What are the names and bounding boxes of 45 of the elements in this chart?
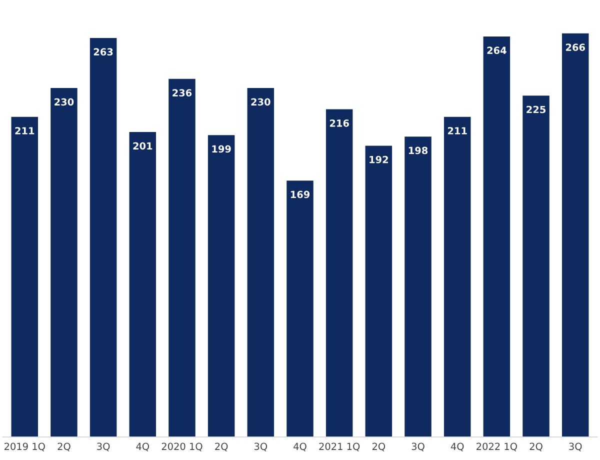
x-tick-label: 3Q <box>569 442 582 452</box>
bar <box>562 33 589 437</box>
x-tick-label: 3Q <box>412 442 424 452</box>
bar <box>483 36 510 437</box>
data-label: 266 <box>566 44 585 51</box>
data-label: 230 <box>54 98 74 106</box>
bar <box>50 88 78 437</box>
data-label: 216 <box>330 119 349 127</box>
data-label: 198 <box>408 146 428 154</box>
bar <box>208 135 235 437</box>
bar <box>444 116 471 437</box>
bar <box>11 116 38 437</box>
x-tick-label: 4Q <box>450 442 464 452</box>
data-label: 192 <box>370 156 388 164</box>
x-tick-label: 4Q <box>136 442 150 452</box>
data-label: 199 <box>212 145 231 153</box>
bar <box>247 88 274 437</box>
data-label: 169 <box>290 190 310 198</box>
x-tick-label: 2Q <box>58 442 70 452</box>
data-label: 211 <box>15 127 34 134</box>
bar <box>168 78 196 437</box>
x-tick-label: 2020 1Q <box>162 442 202 452</box>
bar <box>365 146 392 437</box>
bar <box>404 136 432 437</box>
x-tick-label: 2021 1Q <box>319 442 360 452</box>
bar <box>522 96 550 437</box>
data-label: 264 <box>487 46 506 54</box>
x-tick-label: 4Q <box>294 442 306 452</box>
x-tick-label: 2Q <box>215 442 228 452</box>
x-tick-label: 2019 1Q <box>4 442 45 452</box>
x-tick-label: 2Q <box>530 442 542 452</box>
bar <box>90 38 117 437</box>
data-label: 230 <box>251 98 270 106</box>
data-label: 225 <box>526 106 546 114</box>
x-tick-label: 3Q <box>254 442 268 452</box>
bar <box>129 132 156 437</box>
x-tick-label: 2Q <box>372 442 386 452</box>
data-label: 236 <box>172 89 192 96</box>
data-label: 211 <box>448 127 467 134</box>
data-label: 263 <box>94 48 113 56</box>
bar <box>286 180 314 437</box>
x-tick-label: 3Q <box>97 442 110 452</box>
data-label: 201 <box>133 142 152 150</box>
bar <box>326 109 353 437</box>
x-tick-label: 2022 1Q <box>476 442 517 452</box>
